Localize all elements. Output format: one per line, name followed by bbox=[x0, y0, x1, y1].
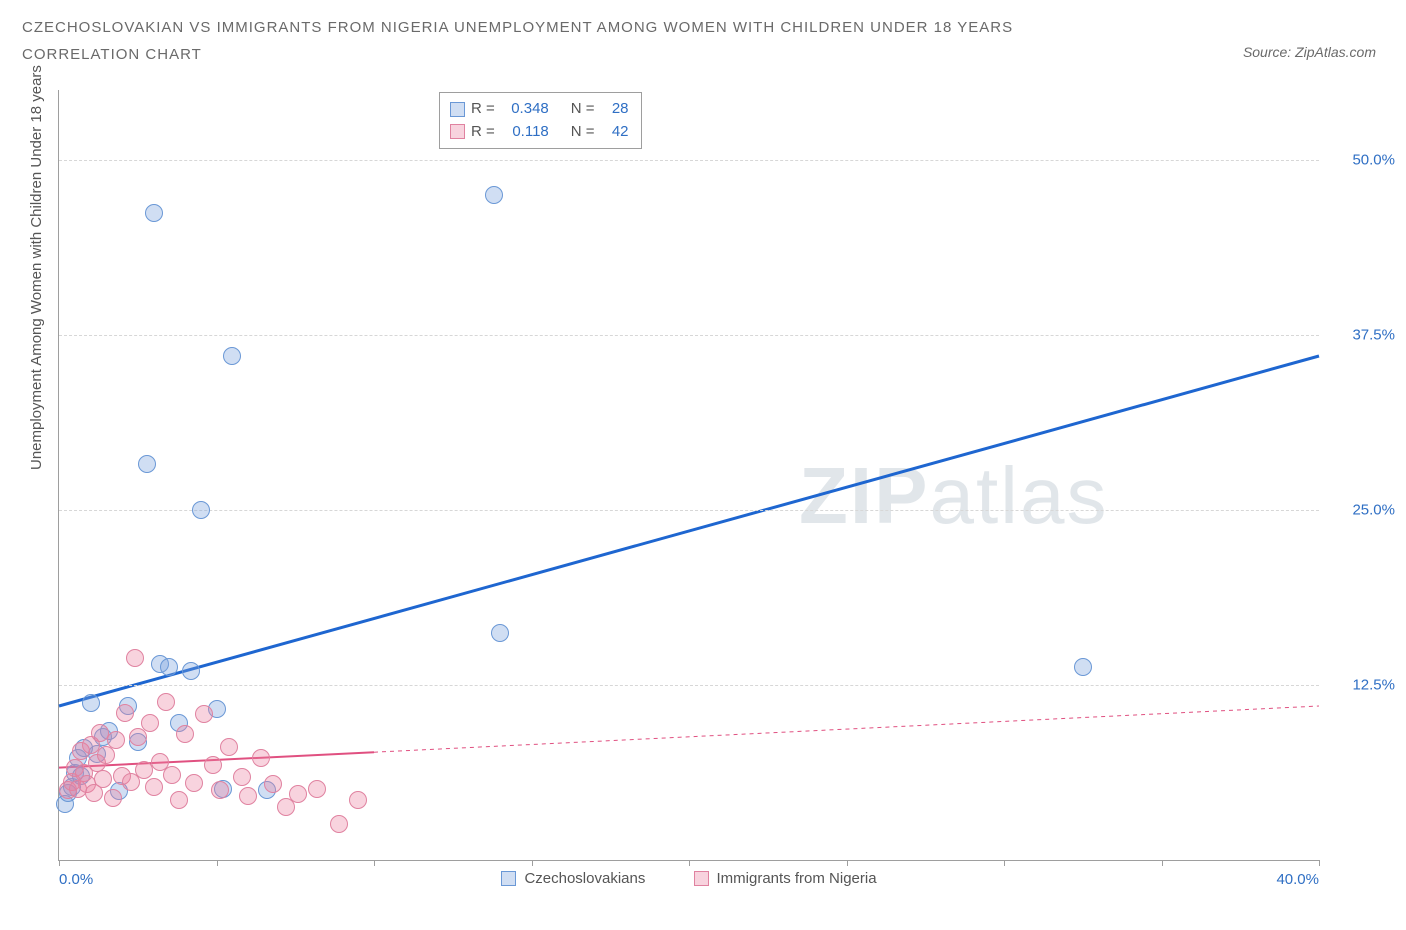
x-tick bbox=[1004, 860, 1005, 866]
source-attribution: Source: ZipAtlas.com bbox=[1243, 44, 1376, 60]
r-label: R = bbox=[471, 121, 495, 144]
x-tick-label: 0.0% bbox=[59, 871, 93, 888]
legend-item-nigeria: Immigrants from Nigeria bbox=[694, 870, 877, 887]
x-tick bbox=[847, 860, 848, 866]
x-tick bbox=[1162, 860, 1163, 866]
marker-czech bbox=[491, 624, 509, 642]
x-tick bbox=[217, 860, 218, 866]
marker-nigeria bbox=[141, 714, 159, 732]
plot-area: ZIPatlas R = 0.348 N = 28 R = 0.118 N = … bbox=[58, 90, 1319, 861]
swatch-czech bbox=[450, 102, 465, 117]
marker-nigeria bbox=[195, 705, 213, 723]
chart-container: CZECHOSLOVAKIAN VS IMMIGRANTS FROM NIGER… bbox=[0, 0, 1406, 930]
bottom-legend: Czechoslovakians Immigrants from Nigeria bbox=[59, 870, 1319, 890]
marker-nigeria bbox=[170, 791, 188, 809]
marker-nigeria bbox=[104, 789, 122, 807]
title-block: CZECHOSLOVAKIAN VS IMMIGRANTS FROM NIGER… bbox=[22, 14, 1013, 68]
marker-nigeria bbox=[94, 770, 112, 788]
trendline-dashed-nigeria bbox=[374, 706, 1319, 752]
marker-czech bbox=[160, 658, 178, 676]
marker-czech bbox=[1074, 658, 1092, 676]
stats-row-czech: R = 0.348 N = 28 bbox=[450, 98, 629, 121]
correlation-stats-box: R = 0.348 N = 28 R = 0.118 N = 42 bbox=[439, 92, 642, 149]
r-value-czech: 0.348 bbox=[501, 98, 549, 121]
marker-nigeria bbox=[239, 787, 257, 805]
trend-lines-svg bbox=[59, 90, 1319, 860]
title-line-1: CZECHOSLOVAKIAN VS IMMIGRANTS FROM NIGER… bbox=[22, 14, 1013, 41]
n-value-nigeria: 42 bbox=[601, 121, 629, 144]
marker-nigeria bbox=[349, 791, 367, 809]
marker-nigeria bbox=[252, 749, 270, 767]
source-prefix: Source: bbox=[1243, 44, 1295, 60]
marker-nigeria bbox=[107, 731, 125, 749]
x-tick bbox=[1319, 860, 1320, 866]
marker-czech bbox=[82, 694, 100, 712]
y-tick-label: 37.5% bbox=[1325, 327, 1395, 344]
marker-czech bbox=[485, 186, 503, 204]
marker-czech bbox=[223, 347, 241, 365]
marker-nigeria bbox=[163, 766, 181, 784]
x-tick bbox=[689, 860, 690, 866]
legend-label-czech: Czechoslovakians bbox=[524, 870, 645, 887]
x-tick bbox=[532, 860, 533, 866]
gridline-h bbox=[59, 510, 1319, 511]
swatch-nigeria bbox=[450, 124, 465, 139]
marker-nigeria bbox=[157, 693, 175, 711]
legend-label-nigeria: Immigrants from Nigeria bbox=[717, 870, 877, 887]
marker-nigeria bbox=[233, 768, 251, 786]
marker-czech bbox=[138, 455, 156, 473]
y-axis-label: Unemployment Among Women with Children U… bbox=[28, 65, 45, 470]
legend-swatch-czech bbox=[501, 871, 516, 886]
marker-czech bbox=[145, 204, 163, 222]
trendline-czech bbox=[59, 356, 1319, 706]
y-tick-label: 12.5% bbox=[1325, 677, 1395, 694]
x-tick bbox=[374, 860, 375, 866]
stats-row-nigeria: R = 0.118 N = 42 bbox=[450, 121, 629, 144]
title-line-2: CORRELATION CHART bbox=[22, 41, 1013, 68]
marker-nigeria bbox=[176, 725, 194, 743]
marker-nigeria bbox=[211, 781, 229, 799]
x-tick bbox=[59, 860, 60, 866]
gridline-h bbox=[59, 685, 1319, 686]
marker-nigeria bbox=[204, 756, 222, 774]
marker-nigeria bbox=[116, 704, 134, 722]
marker-nigeria bbox=[145, 778, 163, 796]
n-value-czech: 28 bbox=[601, 98, 629, 121]
marker-czech bbox=[192, 501, 210, 519]
x-tick-label: 40.0% bbox=[1276, 871, 1319, 888]
marker-nigeria bbox=[308, 780, 326, 798]
n-label: N = bbox=[571, 121, 595, 144]
marker-nigeria bbox=[185, 774, 203, 792]
marker-nigeria bbox=[129, 728, 147, 746]
y-tick-label: 25.0% bbox=[1325, 502, 1395, 519]
marker-nigeria bbox=[289, 785, 307, 803]
legend-swatch-nigeria bbox=[694, 871, 709, 886]
legend-item-czech: Czechoslovakians bbox=[501, 870, 645, 887]
marker-nigeria bbox=[330, 815, 348, 833]
gridline-h bbox=[59, 335, 1319, 336]
marker-nigeria bbox=[126, 649, 144, 667]
source-name: ZipAtlas.com bbox=[1295, 44, 1376, 60]
y-tick-label: 50.0% bbox=[1325, 152, 1395, 169]
gridline-h bbox=[59, 160, 1319, 161]
r-value-nigeria: 0.118 bbox=[501, 121, 549, 144]
n-label: N = bbox=[571, 98, 595, 121]
marker-czech bbox=[182, 662, 200, 680]
marker-nigeria bbox=[97, 746, 115, 764]
r-label: R = bbox=[471, 98, 495, 121]
marker-nigeria bbox=[220, 738, 238, 756]
marker-nigeria bbox=[264, 775, 282, 793]
